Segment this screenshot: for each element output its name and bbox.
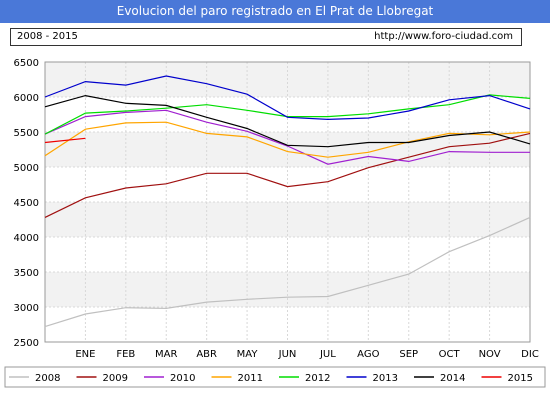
x-tick-label: AGO — [357, 349, 379, 360]
x-tick-label: MAR — [155, 349, 177, 360]
legend-box — [4, 366, 546, 388]
legend-label-2011: 2011 — [238, 373, 263, 384]
legend-label-2008: 2008 — [35, 373, 60, 384]
legend-label-2015: 2015 — [508, 373, 533, 384]
series-line-2010 — [44, 109, 530, 165]
plot-frame — [44, 61, 531, 343]
y-tick-label: 6000 — [14, 93, 39, 104]
y-tick-label: 3500 — [14, 268, 39, 279]
x-tick-label: FEB — [116, 349, 135, 360]
legend-label-2012: 2012 — [305, 373, 330, 384]
y-tick-label: 5500 — [14, 128, 39, 139]
x-tick-label: ABR — [196, 349, 217, 360]
source-url: http://www.foro-ciudad.com — [374, 31, 513, 42]
info-bar: 2008 - 2015 http://www.foro-ciudad.com — [10, 28, 522, 46]
x-tick-label: JUL — [319, 349, 336, 360]
grid-band — [45, 132, 530, 167]
legend-label-2010: 2010 — [170, 373, 195, 384]
series-line-2014 — [44, 94, 531, 148]
legend-label-2009: 2009 — [103, 373, 128, 384]
y-tick-label: 5000 — [14, 163, 39, 174]
y-tick-label: 2500 — [14, 338, 39, 349]
series-line-2012 — [44, 94, 531, 135]
series-line-2015 — [44, 137, 86, 144]
x-tick-label: OCT — [439, 349, 461, 360]
y-tick-label: 4500 — [14, 198, 39, 209]
legend-label-2013: 2013 — [373, 373, 398, 384]
x-tick-label: DIC — [521, 349, 539, 360]
year-range-label: 2008 - 2015 — [17, 31, 78, 42]
y-tick-label: 4000 — [14, 233, 39, 244]
series-line-2011 — [44, 121, 531, 158]
y-tick-label: 3000 — [14, 303, 39, 314]
x-tick-label: MAY — [237, 349, 259, 360]
x-tick-label: NOV — [479, 349, 501, 360]
chart-title: Evolucion del paro registrado en El Prat… — [0, 0, 550, 23]
x-tick-label: ENE — [75, 349, 95, 360]
series-line-2013 — [44, 75, 531, 121]
legend-label-2014: 2014 — [440, 373, 465, 384]
grid-band — [45, 272, 530, 307]
y-tick-label: 6500 — [14, 58, 39, 69]
x-tick-label: JUN — [278, 349, 297, 360]
series-line-2008 — [44, 216, 531, 328]
x-tick-label: SEP — [399, 349, 418, 360]
series-line-2009 — [44, 132, 531, 218]
